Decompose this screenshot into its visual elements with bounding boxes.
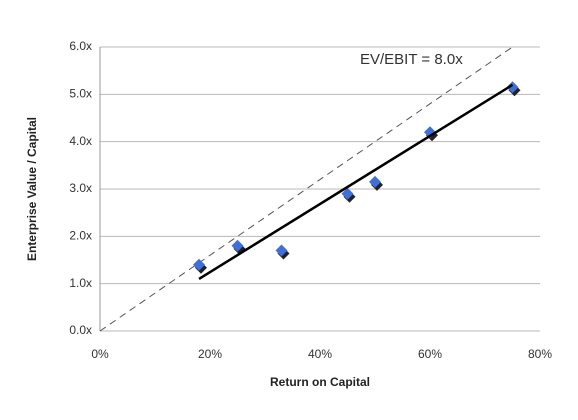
reference-label: EV/EBIT = 8.0x	[360, 51, 463, 68]
y-tick-label: 1.0x	[69, 276, 92, 290]
y-tick-label: 6.0x	[69, 39, 92, 53]
x-tick-label: 60%	[418, 347, 442, 361]
trendline	[198, 83, 514, 280]
marker	[369, 175, 381, 188]
y-axis-title: Enterprise Value / Capital	[25, 117, 39, 261]
x-tick-label: 40%	[308, 347, 332, 361]
x-tick-label: 0%	[91, 347, 109, 361]
marker	[275, 244, 288, 257]
marker	[193, 258, 205, 271]
marker	[506, 81, 519, 94]
x-tick-label: 20%	[198, 347, 222, 361]
y-tick-label: 0.0x	[69, 323, 92, 337]
y-tick-label: 4.0x	[69, 134, 92, 148]
marker	[231, 239, 244, 252]
y-tick-label: 5.0x	[69, 87, 92, 101]
y-tick-label: 3.0x	[69, 181, 92, 195]
y-tick-label: 2.0x	[69, 229, 92, 243]
x-axis-title: Return on Capital	[270, 375, 370, 389]
x-tick-label: 80%	[528, 347, 552, 361]
marker	[341, 187, 354, 200]
